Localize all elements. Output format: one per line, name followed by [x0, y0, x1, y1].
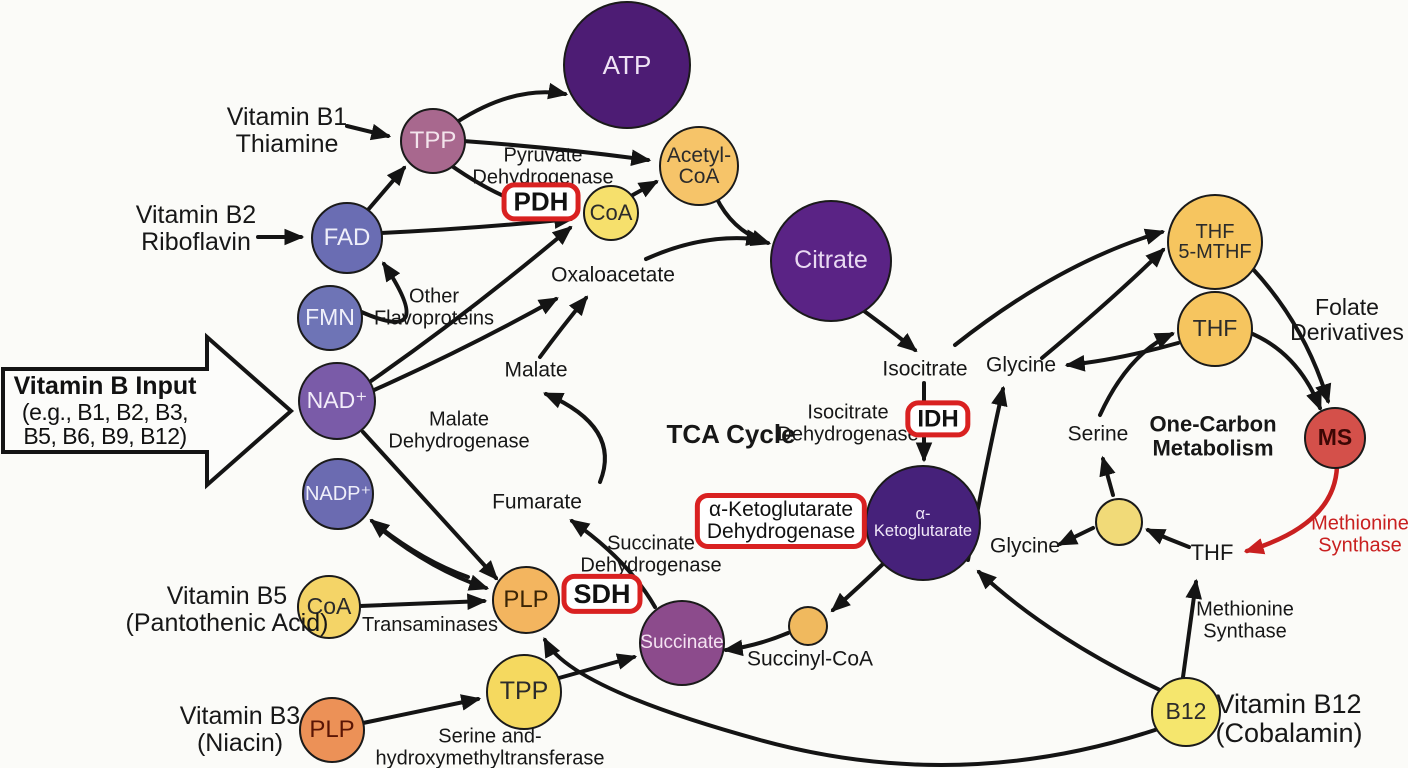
label-transaminases: Transaminases [362, 614, 498, 637]
arrow-coa-to-acetylcoa [629, 180, 659, 198]
arrow-glycine-to-5mthf [1040, 247, 1166, 360]
arrow-coab5-to-plp [358, 593, 488, 610]
node-b12: B12 [1151, 677, 1221, 747]
label-vitamin-b3: Vitamin B3 (Niacin) [179, 702, 301, 757]
node-acetyl-coa: Acetyl- CoA [659, 126, 739, 206]
node-fmn: FMN [297, 285, 363, 351]
arrow-b1-to-tpp [345, 123, 392, 141]
vitamin-b-input-text: Vitamin B Input (e.g., B1, B2, B3, B5, B… [6, 372, 204, 450]
node-nadp: NADP⁺ [302, 458, 374, 530]
arrow-oxaloacetate-to-citrate [644, 229, 767, 261]
arrow-nadp-to-plp [380, 528, 490, 591]
label-serine: Serine [1067, 422, 1129, 446]
arrow-succinylcoa-to-succinate [722, 631, 790, 657]
label-vitamin-b5: Vitamin B5 (Pantothenic Acid) [125, 582, 329, 637]
node-fad: FAD [311, 202, 383, 274]
arrow-5mthf-to-ms [1250, 266, 1332, 405]
arrow-thf-to-onecarbon [1144, 528, 1191, 549]
arrow-akg-to-succinylcoa [830, 561, 886, 613]
node-thf: THF [1177, 291, 1253, 367]
node-thf-5mthf: THF 5-MTHF [1167, 194, 1263, 290]
label-succinate-dehydrogenase: Succinate Dehydrogenase [580, 532, 722, 576]
label-methionine-synthase-red: Methionine Synthase [1311, 512, 1408, 556]
node-coa-top: CoA [583, 185, 639, 241]
arrow-serine-to-thf [1098, 332, 1176, 417]
arrow-thf-to-glycine-upper [1064, 341, 1180, 372]
label-isocitrate: Isocitrate [882, 357, 968, 381]
arrow-fumarate-to-malate [542, 392, 607, 484]
arrow-plpb3-to-tpp [361, 694, 482, 725]
node-nad: NAD⁺ [298, 362, 376, 440]
label-malate-dehydrogenase: Malate Dehydrogenase [388, 408, 530, 452]
vitamin-b-input-arrow [1, 332, 295, 490]
arrow-fad-to-tpp [365, 165, 407, 213]
arrow-onecarbon-to-glycine [1057, 526, 1095, 546]
vitamin-b-input-examples: (e.g., B1, B2, B3, B5, B6, B9, B12) [21, 398, 189, 450]
arrow-onecarbon-to-serine [1099, 455, 1116, 497]
enzyme-box-sdh: SDH [561, 573, 643, 615]
label-vitamin-b1: Vitamin B1 Thiamine [226, 103, 348, 158]
label-shmt: Serine and- hydroxymethyltransferase [375, 725, 605, 768]
arrow-nad-to-oxaloacetate [370, 297, 559, 393]
arrow-isocitrate-to-5mthf [953, 228, 1166, 347]
node-alpha-ketoglutarate: α-Ketoglutarate [865, 465, 981, 581]
arrow-b12-sweep-to-plp [543, 637, 1160, 767]
label-one-carbon-metabolism: One-Carbon Metabolism [1149, 411, 1277, 460]
arrow-tpp-to-acetylcoa [461, 139, 652, 167]
node-tpp-b1: TPP [400, 108, 466, 174]
label-succinyl-coa: Succinyl-CoA [746, 647, 874, 671]
label-malate: Malate [504, 358, 568, 382]
enzyme-box-pdh: PDH [501, 182, 581, 222]
enzyme-box-idh: IDH [905, 400, 971, 438]
node-succinyl-coa-dot [788, 606, 828, 646]
node-citrate: Citrate [770, 200, 892, 322]
arrow-flavoproteins-to-fad [355, 261, 409, 324]
node-one-carbon-dot [1095, 498, 1143, 546]
arrow-thf-to-ms [1246, 330, 1322, 412]
node-plp-b3: PLP [299, 697, 365, 763]
arrow-succinate-to-fumarate [569, 519, 657, 609]
arrow-ms-to-thf-red [1243, 463, 1340, 555]
label-methionine-synthase-black: Methionine Synthase [1196, 598, 1294, 642]
label-thf-free: THF [1190, 540, 1234, 566]
label-vitamin-b2: Vitamin B2 Riboflavin [135, 201, 257, 256]
enzyme-box-akg-dehydrogenase: α-Ketoglutarate Dehydrogenase [694, 492, 868, 550]
label-tca-cycle: TCA Cycle [666, 418, 796, 449]
node-succinate: Succinate [639, 600, 725, 686]
label-other-flavoproteins: Other Flavoproteins [373, 285, 495, 329]
label-fumarate: Fumarate [492, 490, 582, 514]
arrow-tpp-to-succinate [557, 653, 638, 680]
label-glycine-lower: Glycine [989, 534, 1061, 558]
arrow-b12-to-akg [976, 569, 1164, 693]
node-coa-b5: CoA [297, 575, 361, 639]
node-plp-mid: PLP [492, 566, 560, 634]
node-ms: MS [1304, 407, 1366, 469]
vitamin-b-input-title: Vitamin B Input [13, 372, 197, 401]
arrow-b12-to-thf [1181, 578, 1202, 679]
label-oxaloacetate: Oxaloacetate [551, 263, 675, 287]
label-isocitrate-dehydrogenase: Isocitrate Dehydrogenase [777, 401, 919, 445]
arrow-malate-to-oxaloacetate [538, 295, 589, 359]
node-atp: ATP [563, 1, 691, 129]
arrow-citrate-to-isocitrate [858, 306, 918, 353]
label-folate-derivatives: Folate Derivatives [1290, 294, 1404, 345]
arrow-nad-to-coa [369, 225, 573, 383]
node-tpp-b3: TPP [486, 654, 562, 730]
label-vitamin-b12: Vitamin B12 (Cobalamin) [1215, 688, 1363, 748]
label-pyruvate-dehydrogenase: Pyruvate Dehydrogenase [472, 144, 614, 188]
arrow-tpp-to-atp [455, 82, 569, 124]
label-glycine-upper: Glycine [985, 353, 1057, 377]
arrow-acetylcoa-to-citrate [714, 195, 772, 246]
arrow-nad-to-plp [361, 430, 499, 581]
